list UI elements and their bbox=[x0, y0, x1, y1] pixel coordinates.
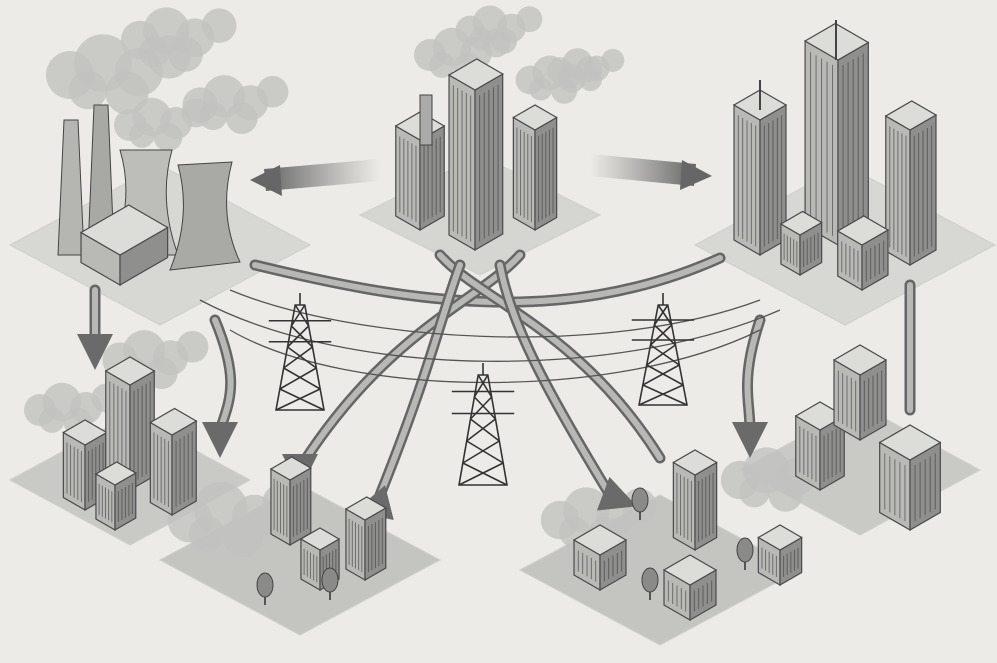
arrow-shaft bbox=[590, 165, 695, 175]
smoke-puff bbox=[223, 517, 263, 557]
smoke-puff bbox=[257, 76, 289, 108]
tree-crown bbox=[632, 488, 648, 512]
smoke-puff bbox=[529, 77, 552, 100]
smoke-puff bbox=[129, 122, 155, 148]
smoke-puff bbox=[739, 477, 770, 508]
smoke-puff bbox=[559, 68, 579, 88]
chimney bbox=[420, 95, 432, 145]
tree-crown bbox=[257, 573, 273, 597]
flow-arrow bbox=[612, 497, 620, 500]
smoke-puff bbox=[516, 6, 542, 32]
smoke-puff bbox=[199, 102, 227, 130]
smoke-puff bbox=[139, 37, 170, 68]
smoke-puff bbox=[154, 123, 183, 152]
smoke-puff bbox=[768, 477, 803, 512]
smoke-puff bbox=[579, 68, 602, 91]
tree-crown bbox=[322, 568, 338, 592]
smoke-puff bbox=[39, 407, 65, 433]
smoke-puff bbox=[469, 27, 492, 50]
smoke-puff bbox=[69, 71, 107, 109]
illustration bbox=[0, 0, 997, 663]
smoke-puff bbox=[601, 49, 624, 72]
smoke-puff bbox=[202, 8, 237, 43]
smoke-puff bbox=[168, 37, 203, 72]
smoke-puff bbox=[226, 102, 258, 134]
tree-crown bbox=[642, 568, 658, 592]
tree-crown bbox=[737, 538, 753, 562]
smoke-puff bbox=[491, 28, 517, 54]
smoke-puff bbox=[189, 516, 225, 552]
smoke-puff bbox=[177, 331, 209, 363]
arrow-shaft bbox=[265, 170, 380, 180]
page: (() => { const NS = 'http://www.w3.org/2… bbox=[0, 0, 997, 663]
